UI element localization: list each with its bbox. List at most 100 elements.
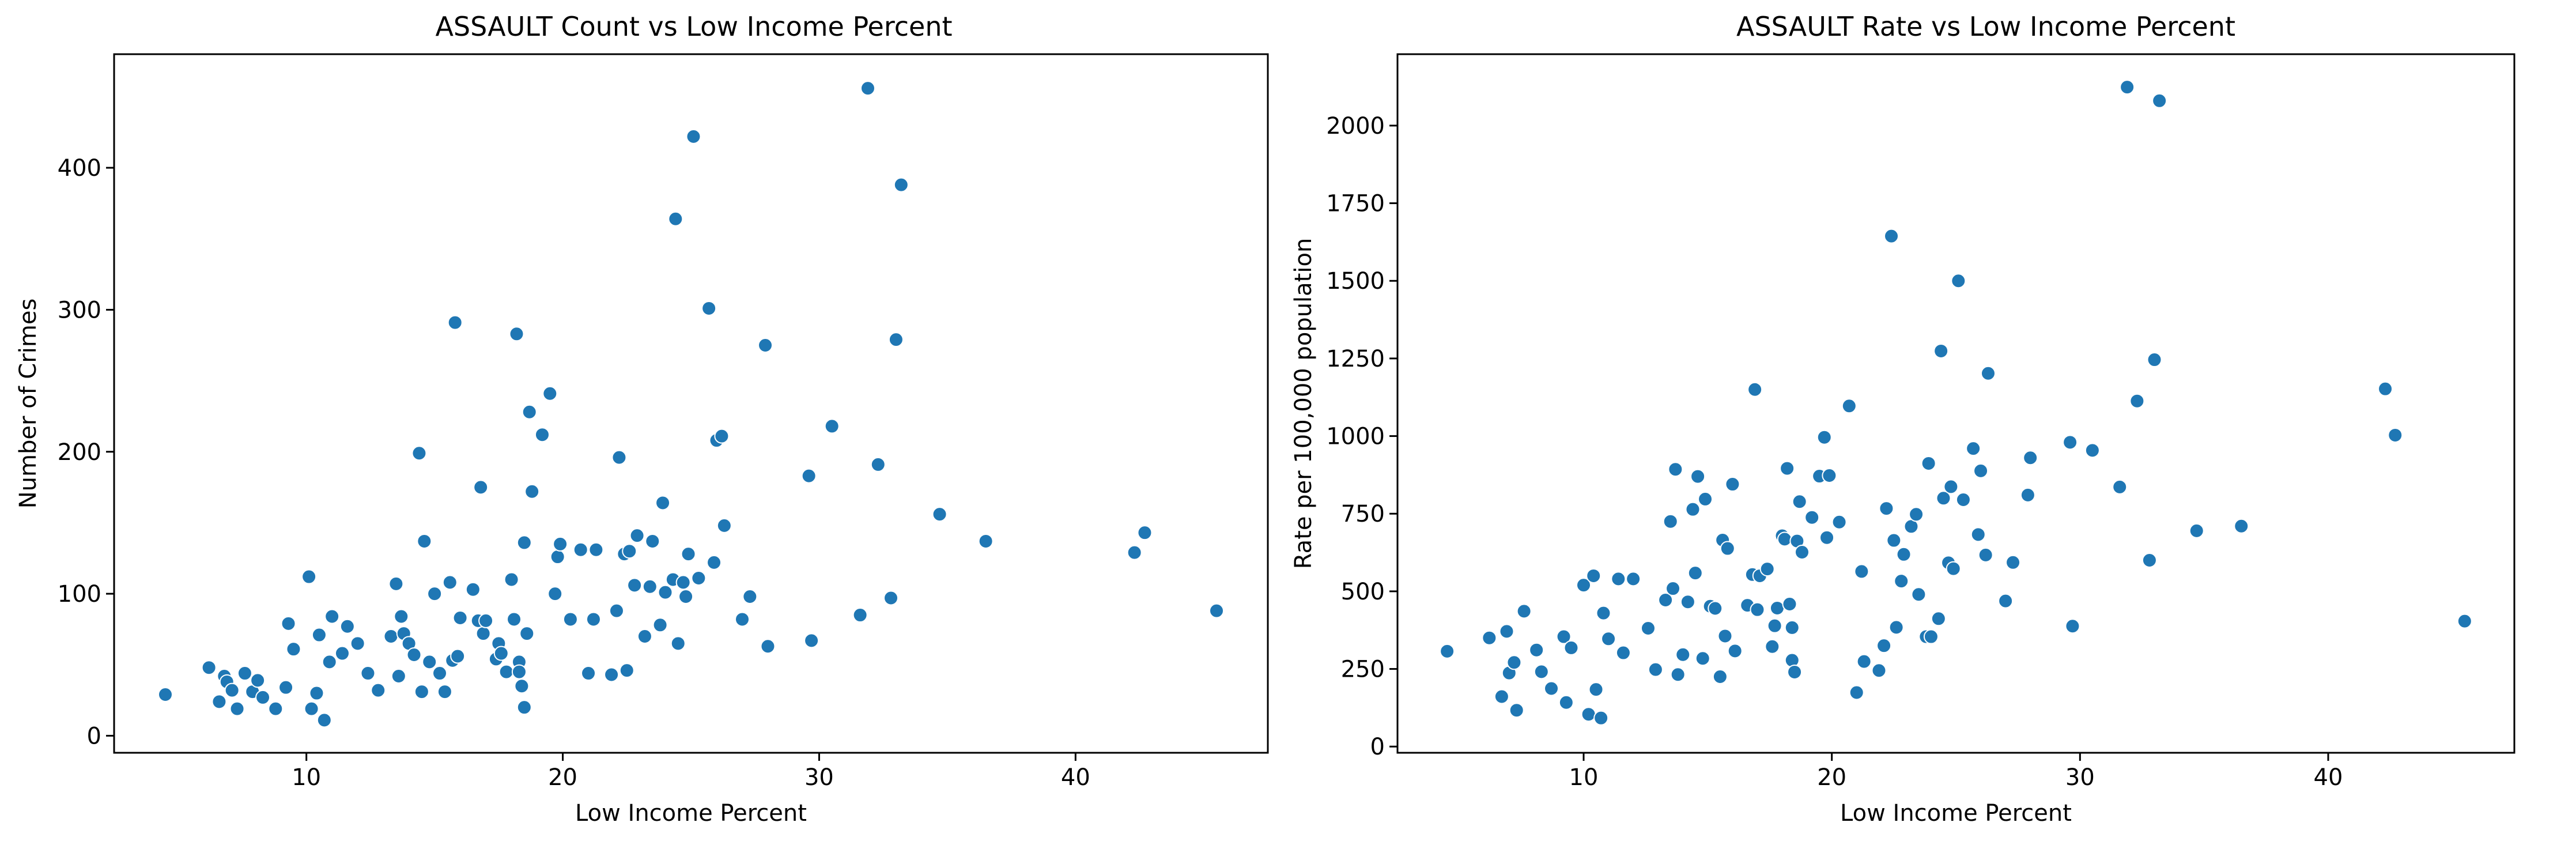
data-point <box>870 457 886 472</box>
data-point <box>1698 491 1713 507</box>
y-axis-label: Rate per 100,000 population <box>1290 238 1317 569</box>
data-point <box>888 332 904 348</box>
data-point <box>2147 352 2162 368</box>
data-point <box>860 81 875 96</box>
data-point <box>394 609 409 624</box>
data-point <box>978 533 994 549</box>
data-point <box>1725 477 1740 492</box>
y-tick-label: 200 <box>58 439 101 466</box>
data-point <box>801 468 817 484</box>
data-point <box>1955 492 1971 507</box>
data-point <box>550 549 565 565</box>
data-point <box>371 682 386 698</box>
data-point <box>1626 571 1641 587</box>
data-point <box>316 712 332 728</box>
data-point <box>1663 514 1678 529</box>
data-point <box>1727 643 1743 659</box>
data-point <box>581 666 596 681</box>
data-point <box>2388 427 2403 443</box>
data-point <box>1931 611 1946 627</box>
data-point <box>1951 273 1966 289</box>
data-point <box>1601 631 1616 647</box>
data-point <box>893 177 909 193</box>
x-tick-label: 20 <box>1817 764 1846 791</box>
data-point <box>1943 479 1959 495</box>
data-point <box>1896 546 1912 562</box>
data-point <box>1780 461 1795 476</box>
data-point <box>742 589 758 605</box>
data-point <box>509 326 524 342</box>
data-point <box>268 701 284 716</box>
y-tick-label: 100 <box>58 581 101 608</box>
data-point <box>1804 510 1820 525</box>
data-point <box>229 701 245 716</box>
y-tick-label: 1250 <box>1326 346 1385 372</box>
data-point <box>1440 643 1455 659</box>
data-point <box>391 668 406 684</box>
data-point <box>1911 587 1927 602</box>
data-point <box>311 627 327 643</box>
data-point <box>714 428 730 444</box>
data-point <box>437 684 452 700</box>
data-point <box>1593 710 1609 726</box>
data-point <box>645 533 660 549</box>
data-point <box>324 609 340 624</box>
data-point <box>609 603 624 618</box>
data-point <box>642 579 658 594</box>
data-point <box>414 684 429 700</box>
data-point <box>1841 398 1857 414</box>
data-point <box>417 533 432 549</box>
data-point <box>622 544 637 559</box>
data-point <box>1876 638 1892 654</box>
data-point <box>675 575 691 590</box>
data-point <box>686 129 701 144</box>
data-point <box>281 616 296 631</box>
data-point <box>516 700 532 715</box>
data-point <box>1794 545 1810 560</box>
data-point <box>1923 629 1939 644</box>
data-point <box>1970 527 1986 542</box>
data-point <box>534 427 550 443</box>
data-point <box>1759 561 1775 577</box>
data-point <box>1822 467 1837 483</box>
data-point <box>1665 581 1681 597</box>
x-tick-label: 10 <box>1569 764 1599 791</box>
data-point <box>2378 381 2393 397</box>
data-point <box>524 484 540 499</box>
data-point <box>475 626 491 642</box>
x-axis: 10 20 30 40 <box>1569 753 2343 791</box>
data-point <box>1533 664 1549 680</box>
data-point <box>547 586 563 602</box>
data-point <box>658 584 673 600</box>
data-point <box>1680 594 1695 610</box>
data-point <box>804 633 819 648</box>
data-point <box>1581 707 1596 722</box>
data-point <box>1127 545 1142 560</box>
data-point <box>450 648 466 664</box>
y-tick-label: 750 <box>1341 501 1385 527</box>
data-point <box>201 660 217 676</box>
data-point <box>309 685 324 701</box>
data-point <box>2129 393 2145 409</box>
data-point <box>1499 624 1514 639</box>
data-point <box>1854 564 1869 579</box>
data-point <box>1137 525 1153 541</box>
y-axis-label: Number of Crimes <box>15 299 41 509</box>
data-point <box>1856 654 1872 669</box>
data-point <box>1998 593 2014 609</box>
data-point <box>1556 629 1572 644</box>
data-point <box>670 636 686 651</box>
data-point <box>1668 462 1683 477</box>
data-point <box>1747 382 1763 397</box>
data-point <box>1690 469 1706 484</box>
data-point <box>2063 435 2078 450</box>
plot-area <box>1396 53 2515 754</box>
data-point <box>511 664 527 680</box>
data-point <box>1209 603 1225 618</box>
y-tick-label: 300 <box>58 297 101 323</box>
data-point <box>522 404 537 420</box>
x-axis-label: Low Income Percent <box>575 800 807 827</box>
data-point <box>611 450 627 465</box>
data-point <box>432 666 448 681</box>
data-point <box>1888 620 1904 635</box>
